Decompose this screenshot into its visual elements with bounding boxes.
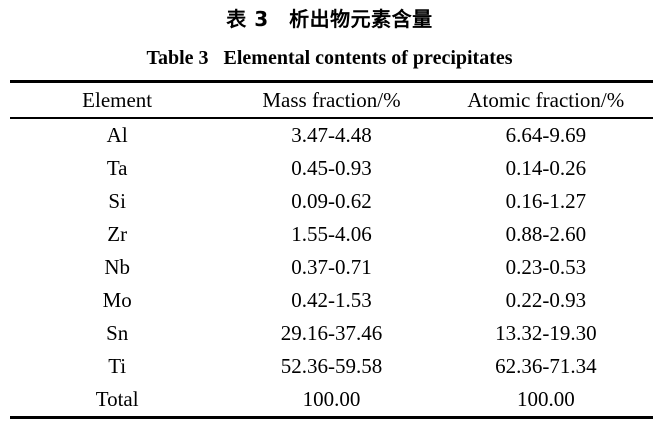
mass-fraction-cell: 0.09-0.62 [291, 189, 372, 213]
element-cell: Al [106, 123, 128, 147]
table-row: Nb 0.37-0.71 0.23-0.53 [10, 251, 653, 284]
table-row: Zr 1.55-4.06 0.88-2.60 [10, 218, 653, 251]
table-row: Ta 0.45-0.93 0.14-0.26 [10, 152, 653, 185]
atomic-fraction-cell: 0.22-0.93 [505, 288, 587, 312]
header-element: Element [10, 81, 225, 119]
table-caption-english: Table 3 Elemental contents of precipitat… [146, 47, 513, 69]
table-caption-chinese: 表 3 析出物元素含量 [226, 7, 433, 31]
table-row: Si 0.09-0.62 0.16-1.27 [10, 185, 653, 218]
element-cell: Si [108, 189, 126, 213]
element-cell: Total [95, 387, 139, 411]
table-body: Al 3.47-4.48 6.64-9.69 Ta 0.45-0.93 0.14-0.26… [10, 118, 653, 418]
table-row: Total 100.00 100.00 [10, 383, 653, 418]
table-row: Ti 52.36-59.58 62.36-71.34 [10, 350, 653, 383]
mass-fraction-cell: 0.37-0.71 [291, 255, 372, 279]
atomic-fraction-cell: 62.36-71.34 [495, 354, 597, 378]
elemental-contents-table: Element Mass fraction/% Atomic fraction/… [10, 80, 653, 419]
atomic-fraction-cell: 0.16-1.27 [505, 189, 587, 213]
element-cell: Nb [104, 255, 130, 279]
mass-fraction-cell: 1.55-4.06 [291, 222, 372, 246]
atomic-fraction-cell: 0.14-0.26 [505, 156, 587, 180]
element-cell: Zr [107, 222, 128, 246]
mass-fraction-cell: 0.42-1.53 [291, 288, 372, 312]
table-row: Sn 29.16-37.46 13.32-19.30 [10, 317, 653, 350]
element-cell: Mo [102, 288, 132, 312]
atomic-fraction-cell: 100.00 [516, 387, 575, 411]
mass-fraction-cell: 52.36-59.58 [280, 354, 383, 378]
table-row: Al 3.47-4.48 6.64-9.69 [10, 118, 653, 152]
table-row: Mo 0.42-1.53 0.22-0.93 [10, 284, 653, 317]
atomic-fraction-cell: 6.64-9.69 [505, 123, 587, 147]
mass-fraction-cell: 0.45-0.93 [291, 156, 372, 180]
mass-fraction-cell: 3.47-4.48 [291, 123, 372, 147]
table-header-row: Element Mass fraction/% Atomic fraction/… [10, 81, 653, 119]
element-cell: Sn [106, 321, 129, 345]
header-atomic-fraction: Atomic fraction/% [438, 81, 653, 119]
header-mass-fraction: Mass fraction/% [224, 81, 439, 119]
element-cell: Ta [106, 156, 128, 180]
atomic-fraction-cell: 0.23-0.53 [505, 255, 587, 279]
mass-fraction-cell: 100.00 [302, 387, 361, 411]
element-cell: Ti [108, 354, 127, 378]
atomic-fraction-cell: 13.32-19.30 [495, 321, 597, 345]
atomic-fraction-cell: 0.88-2.60 [505, 222, 587, 246]
mass-fraction-cell: 29.16-37.46 [280, 321, 383, 345]
